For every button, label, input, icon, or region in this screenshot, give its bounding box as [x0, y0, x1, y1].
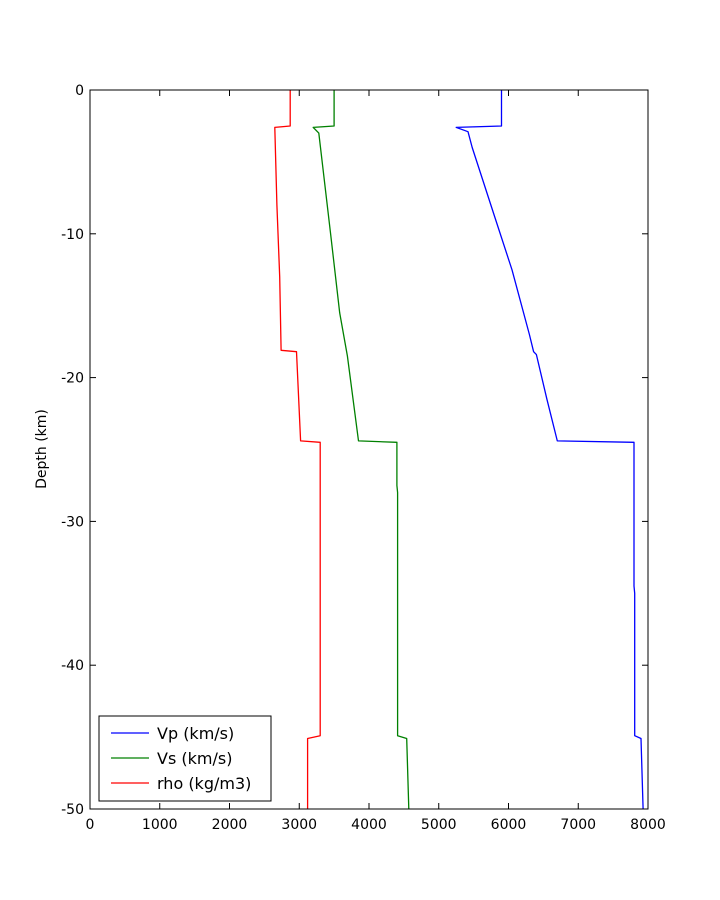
plot-area: [90, 90, 648, 809]
x-tick-label-0: 0: [86, 817, 95, 833]
y-tick-label-3: -30: [61, 514, 84, 530]
axes: 0 1000 2000 3000 4000 5000 6000 7000 8000 0 -10 -20…: [61, 83, 666, 833]
x-tick-label-6: 6000: [491, 817, 527, 833]
series-line-1: [312, 90, 410, 810]
y-tick-label-1: -10: [61, 227, 84, 243]
legend: Vp (km/s) Vs (km/s) rho (kg/m3): [98, 715, 272, 802]
x-tick-label-7: 7000: [560, 817, 596, 833]
series-line-2: [274, 90, 321, 809]
x-tick-label-5: 5000: [421, 817, 457, 833]
x-tick-label-8: 8000: [630, 817, 666, 833]
y-tick-label-5: -50: [61, 802, 84, 818]
x-tick-label-3: 3000: [281, 817, 317, 833]
x-tick-label-1: 1000: [142, 817, 178, 833]
y-tick-label-2: -20: [61, 371, 84, 387]
plot-background: [90, 90, 648, 809]
legend-label-1: Vs (km/s): [157, 749, 232, 768]
y-tick-label-0: 0: [75, 83, 84, 99]
x-tick-label-2: 2000: [212, 817, 248, 833]
y-tick-label-4: -40: [61, 658, 84, 674]
legend-label-2: rho (kg/m3): [157, 774, 251, 793]
series-lines: [274, 90, 644, 810]
y-axis-label: Depth (km): [34, 409, 50, 489]
series-line-0: [455, 90, 644, 810]
legend-label-0: Vp (km/s): [157, 724, 234, 743]
x-tick-label-4: 4000: [351, 817, 387, 833]
